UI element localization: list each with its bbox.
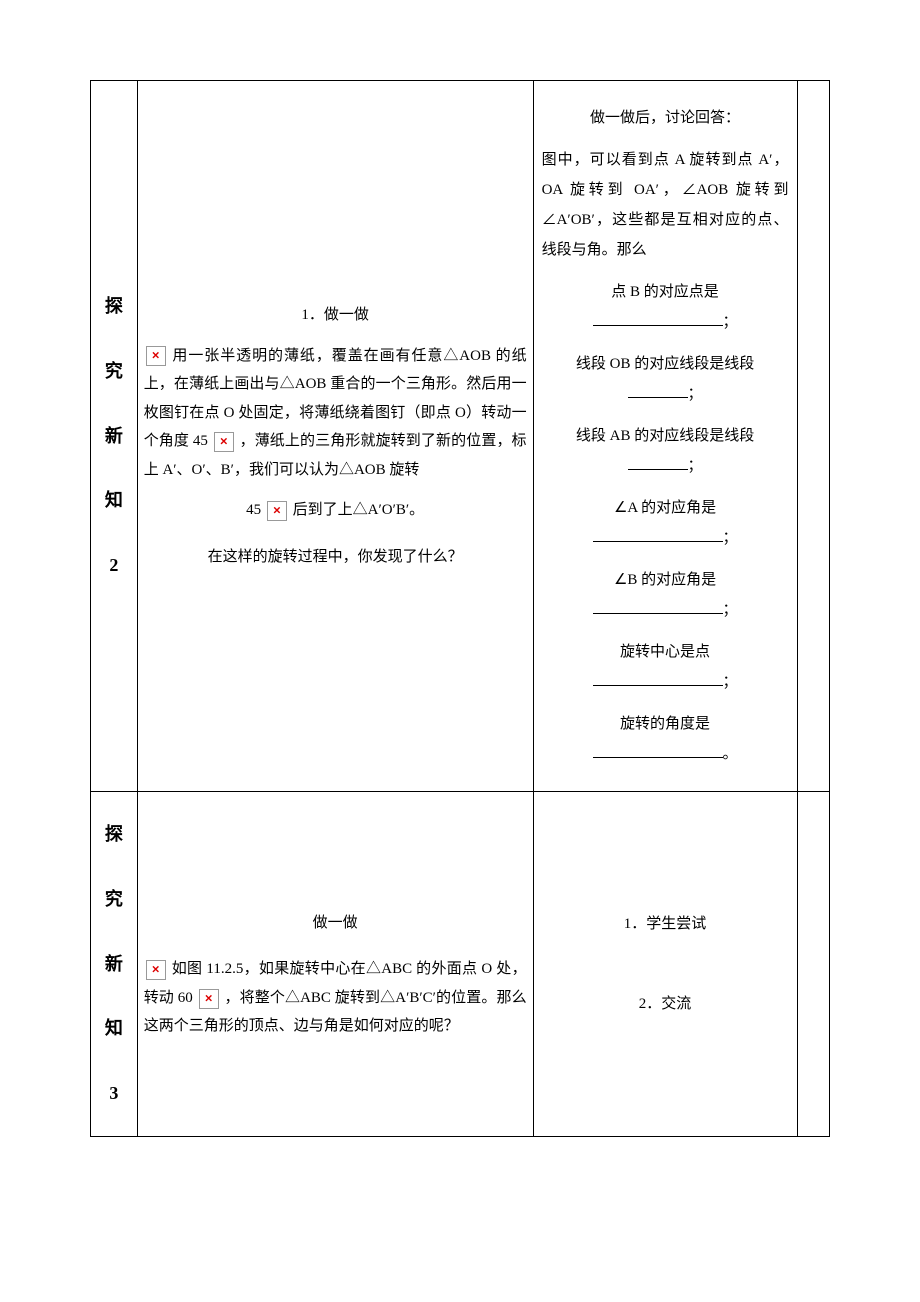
label-char: 知: [97, 996, 131, 1061]
fill-blank[interactable]: [593, 598, 723, 615]
text-fragment: 后到了上△A′O′B′。: [293, 502, 425, 518]
broken-image-icon: [214, 432, 234, 452]
fill-blank[interactable]: [593, 310, 723, 327]
broken-image-icon: [199, 989, 219, 1009]
broken-image-icon: [146, 346, 166, 366]
response-paragraph: 图中，可以看到点 A 旋转到点 A′，OA 旋转到 OA′，∠AOB 旋转到∠A…: [540, 145, 791, 265]
response-prompt: 点 B 的对应点是 ；: [540, 277, 791, 337]
label-char: 新: [97, 932, 131, 997]
fill-blank[interactable]: [628, 454, 688, 471]
label-char: 2: [97, 533, 131, 598]
response-prompt: 线段 AB 的对应线段是线段 ；: [540, 421, 791, 481]
prompt-text: ∠B 的对应角是: [540, 565, 791, 595]
content-question: 在这样的旋转过程中，你发现了什么？: [144, 543, 527, 572]
label-char: 究: [97, 339, 131, 404]
response-line: 2．交流: [540, 989, 791, 1019]
content-heading: 1．做一做: [144, 301, 527, 330]
prompt-text: 旋转的角度是: [540, 709, 791, 739]
empty-cell: [797, 792, 830, 1137]
response-prompt: 旋转中心是点 ；: [540, 637, 791, 697]
broken-image-icon: [267, 501, 287, 521]
label-char: 新: [97, 404, 131, 469]
prompt-text: 点 B 的对应点是: [540, 277, 791, 307]
response-cell-1: 做一做后，讨论回答： 图中，可以看到点 A 旋转到点 A′，OA 旋转到 OA′…: [533, 81, 797, 792]
fill-blank[interactable]: [593, 742, 723, 759]
empty-cell: [797, 81, 830, 792]
response-prompt: 线段 OB 的对应线段是线段 ；: [540, 349, 791, 409]
section-label-2: 探 究 新 知 3: [91, 792, 138, 1137]
broken-image-icon: [146, 960, 166, 980]
prompt-text: ∠A 的对应角是: [540, 493, 791, 523]
content-cell-2: 做一做 如图 11.2.5，如果旋转中心在△ABC 的外面点 O 处，转动 60…: [137, 792, 533, 1137]
content-paragraph: 用一张半透明的薄纸，覆盖在画有任意△AOB 的纸上，在薄纸上画出与△AOB 重合…: [144, 342, 527, 485]
content-line: 45 后到了上△A′O′B′。: [144, 496, 527, 525]
label-char: 知: [97, 468, 131, 533]
response-cell-2: 1．学生尝试 2．交流: [533, 792, 797, 1137]
prompt-text: 旋转中心是点: [540, 637, 791, 667]
fill-blank[interactable]: [628, 382, 688, 399]
label-char: 探: [97, 274, 131, 339]
prompt-text: 线段 OB 的对应线段是线段: [540, 349, 791, 379]
content-cell-1: 1．做一做 用一张半透明的薄纸，覆盖在画有任意△AOB 的纸上，在薄纸上画出与△…: [137, 81, 533, 792]
content-paragraph: 如图 11.2.5，如果旋转中心在△ABC 的外面点 O 处，转动 60 ，将整…: [144, 955, 527, 1041]
fill-blank[interactable]: [593, 526, 723, 543]
response-prompt: ∠A 的对应角是 ；: [540, 493, 791, 553]
label-char: 究: [97, 867, 131, 932]
label-char: 3: [97, 1061, 131, 1126]
response-line: 做一做后，讨论回答：: [540, 103, 791, 133]
response-prompt: 旋转的角度是 。: [540, 709, 791, 769]
label-char: 探: [97, 802, 131, 867]
content-heading: 做一做: [144, 909, 527, 938]
response-line: 1．学生尝试: [540, 909, 791, 939]
response-prompt: ∠B 的对应角是 ；: [540, 565, 791, 625]
text-fragment: 45: [246, 502, 261, 518]
prompt-text: 线段 AB 的对应线段是线段: [540, 421, 791, 451]
section-label-1: 探 究 新 知 2: [91, 81, 138, 792]
fill-blank[interactable]: [593, 670, 723, 687]
